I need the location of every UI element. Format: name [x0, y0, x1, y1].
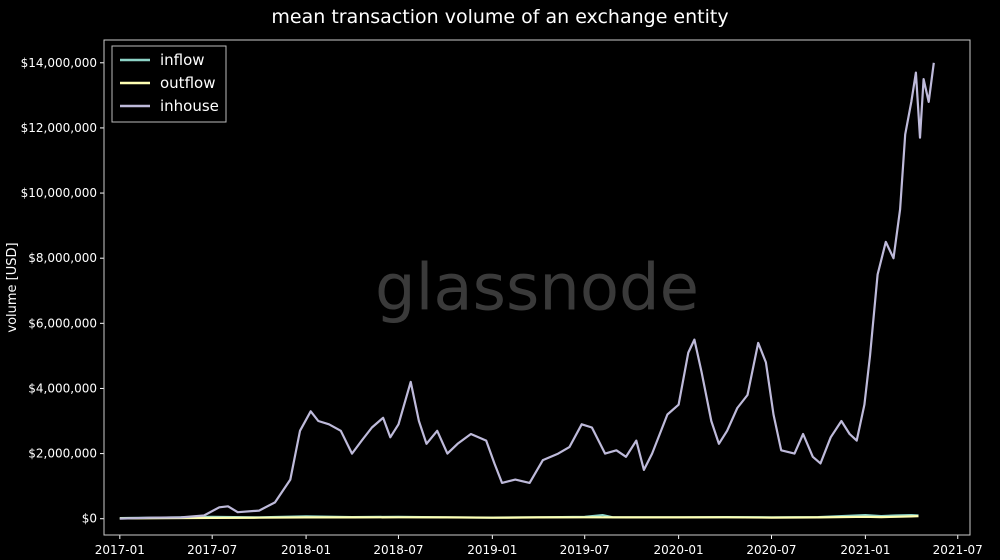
x-tick-label: 2018-07: [373, 543, 423, 557]
x-axis: 2017-01 2017-07 2018-01 2018-07 2019-01 2019-…: [95, 535, 983, 557]
chart-watermark: glassnode: [375, 252, 699, 326]
legend: inflow outflow inhouse: [111, 45, 227, 123]
x-tick-label: 2017-07: [187, 543, 237, 557]
x-tick-label: 2017-01: [95, 543, 145, 557]
y-tick-label: $12,000,000: [21, 121, 97, 135]
x-tick-label: 2020-01: [654, 543, 704, 557]
series-line-outflow: [119, 515, 919, 520]
y-axis-label: volume [USD]: [5, 242, 20, 332]
chart-title: mean transaction volume of an exchange e…: [271, 6, 728, 28]
y-axis: $0 $2,000,000 $4,000,000 $6,000,000 $8,000,0…: [21, 56, 104, 526]
plot-frame: [103, 39, 971, 536]
y-tick-label: $10,000,000: [21, 186, 97, 200]
y-tick-label: $8,000,000: [28, 251, 97, 265]
series-line-inhouse: [119, 62, 935, 520]
y-tick-label: $14,000,000: [21, 56, 97, 70]
x-tick-label: 2019-01: [467, 543, 517, 557]
y-tick-label: $6,000,000: [28, 316, 97, 330]
y-tick-label: $4,000,000: [28, 381, 97, 395]
x-tick-label: 2021-01: [840, 543, 890, 557]
y-tick-label: $0: [82, 512, 97, 526]
x-tick-label: 2019-07: [560, 543, 610, 557]
x-tick-label: 2021-07: [933, 543, 983, 557]
legend-label-inhouse: inhouse: [160, 97, 219, 115]
legend-label-outflow: outflow: [160, 74, 215, 92]
legend-label-inflow: inflow: [160, 51, 205, 69]
series-layer: [119, 62, 935, 520]
x-tick-label: 2018-01: [281, 543, 331, 557]
y-tick-label: $2,000,000: [28, 447, 97, 461]
x-tick-label: 2020-07: [746, 543, 796, 557]
